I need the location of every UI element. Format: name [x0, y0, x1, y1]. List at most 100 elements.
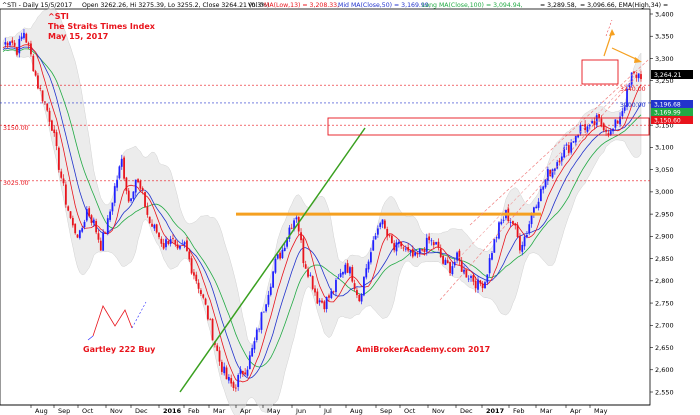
candle-body: [523, 236, 526, 247]
candle-body: [342, 271, 344, 275]
candle-body: [432, 242, 435, 246]
candle-body: [467, 278, 470, 280]
close-tag: 3,264.21: [654, 72, 682, 79]
candle-body: [633, 71, 635, 74]
gartley-projection: [131, 301, 147, 329]
header-extra: = 3,289.58,: [540, 2, 577, 9]
candle-body: [383, 220, 386, 229]
candle-body: [369, 252, 372, 263]
candle-body: [414, 252, 417, 256]
candle-body: [132, 191, 135, 199]
channel-lower: [439, 77, 636, 301]
candle-body: [174, 239, 177, 244]
candle-body: [349, 267, 351, 274]
candle-body: [162, 243, 165, 249]
candle-body: [495, 237, 498, 239]
breakout-box: [581, 59, 619, 85]
candle-body: [465, 268, 468, 278]
candle-body: [165, 239, 167, 248]
candle-body: [595, 115, 598, 125]
candle-body: [637, 73, 640, 79]
candle-body: [106, 218, 109, 234]
x-tick-label: Dec: [460, 407, 473, 415]
candle-body: [381, 219, 384, 225]
candle-body: [290, 227, 293, 229]
candle-body: [612, 128, 614, 131]
candle-body: [234, 387, 237, 389]
candle-body: [64, 184, 67, 205]
candle-body: [137, 179, 139, 183]
x-tick-label: Oct: [82, 407, 94, 415]
candle-body: [502, 219, 505, 221]
candle-body: [614, 119, 617, 128]
candle-body: [151, 223, 153, 227]
candle-body: [113, 186, 116, 203]
candle-body: [309, 274, 312, 276]
x-tick-label: Nov: [432, 407, 445, 415]
x-tick-label: Sep: [380, 407, 392, 415]
candle-body: [437, 241, 440, 248]
candle-body: [99, 240, 102, 251]
ma-low-line: [2, 44, 642, 383]
candle-body: [488, 258, 491, 274]
channel-upper: [469, 59, 649, 226]
candle-body: [41, 90, 44, 102]
candle-body: [418, 248, 421, 254]
candle-body: [195, 274, 198, 282]
candle-body: [498, 222, 500, 239]
long-ma-line: [2, 48, 642, 368]
title-date: May 15, 2017: [48, 32, 108, 41]
candle-body: [400, 241, 403, 247]
candle-body: [512, 221, 514, 225]
candle-body: [558, 160, 561, 163]
header-symbol: ^STI - Daily 15/5/2017: [2, 2, 72, 9]
projection-arrow-right-head: [634, 57, 642, 63]
candle-body: [155, 224, 158, 233]
candle-body: [95, 221, 98, 233]
candle-body: [141, 188, 144, 191]
candle-body: [283, 247, 286, 252]
level-label-3200: 3200.00: [620, 102, 646, 109]
candle-body: [67, 206, 70, 211]
candle-body: [532, 207, 535, 214]
candle-body: [286, 237, 288, 247]
y-tick-label: 3,150: [655, 121, 674, 129]
candle-body: [444, 259, 447, 265]
candle-body: [484, 282, 486, 289]
candle-body: [211, 318, 214, 341]
candle-body: [325, 296, 328, 310]
y-tick-label: 2,850: [655, 255, 674, 263]
candle-body: [46, 103, 49, 111]
candle-body: [623, 107, 626, 111]
candle-body: [134, 179, 137, 193]
candle-body: [123, 157, 125, 179]
level-label-3150: 3150.00: [3, 125, 29, 132]
volatility-band: [2, 8, 642, 415]
candle-body: [397, 241, 400, 244]
candle-body: [330, 291, 333, 299]
candle-body: [458, 250, 461, 262]
candle-body: [563, 147, 566, 158]
candle-body: [281, 249, 284, 258]
x-tick-label: Aug: [35, 407, 48, 415]
candle-body: [227, 376, 230, 381]
candle-body: [500, 221, 503, 225]
candle-body: [409, 250, 412, 253]
candle-body: [160, 238, 163, 244]
header-vol: Vol 0: [248, 2, 263, 9]
candle-body: [251, 348, 254, 357]
candle-body: [295, 217, 298, 220]
candle-body: [102, 232, 105, 251]
candle-body: [565, 144, 568, 146]
candle-body: [472, 275, 475, 282]
candle-body: [248, 355, 251, 370]
x-tick-label: Feb: [188, 407, 200, 415]
price-tag-2-bg: [651, 108, 693, 116]
candle-body: [470, 276, 472, 278]
pattern-label: Gartley 222 Buy: [83, 345, 156, 354]
candle-body: [416, 253, 419, 255]
candle-body: [183, 242, 186, 245]
candle-body: [551, 169, 554, 178]
candle-body: [39, 88, 42, 89]
candle-body: [274, 258, 277, 273]
